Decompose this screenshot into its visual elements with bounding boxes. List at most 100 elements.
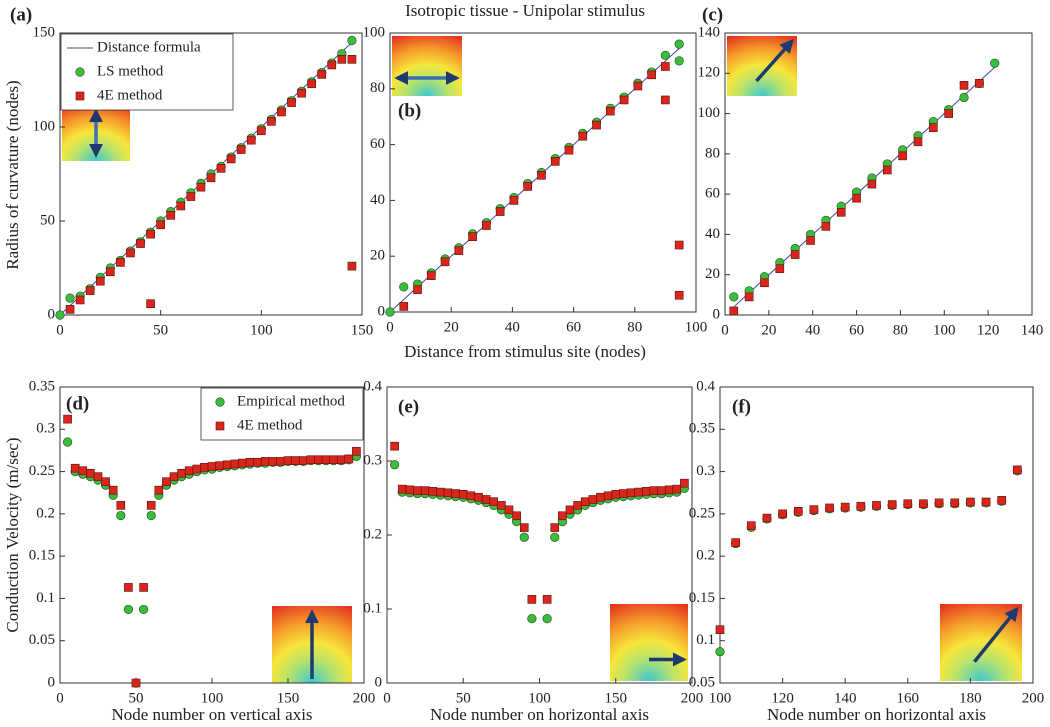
legend-swatch [215, 421, 225, 431]
point [715, 625, 725, 635]
point [509, 196, 519, 205]
x-tick-label: 100 [528, 690, 551, 706]
point [317, 70, 327, 79]
y-tick-label: 0.2 [696, 548, 715, 564]
point [177, 468, 186, 478]
y-tick-label: 20 [705, 266, 720, 282]
point [123, 604, 133, 615]
point [136, 239, 145, 248]
point [778, 509, 787, 519]
point [78, 466, 88, 476]
point [660, 50, 671, 60]
point [537, 170, 546, 180]
point [184, 466, 194, 476]
legend-label: 4E method [97, 87, 163, 103]
y-tick-label: 80 [370, 80, 385, 96]
point [550, 157, 560, 166]
point [649, 486, 659, 495]
point [661, 95, 670, 105]
point [154, 485, 164, 495]
x-axis-label: Node number on vertical axis [111, 705, 312, 724]
point [55, 310, 65, 320]
panel: 0 50 100 150 200 0 0.05 0.1 0.15 0.2 0.25 0.3 0.35 (d… [29, 378, 376, 723]
x-axis-label: Node number on horizontal axis [767, 705, 986, 724]
legend-label: Empirical method [237, 393, 345, 409]
panel: 0 20 40 60 80 100 0 20 40 60 80 100 (b) [363, 24, 708, 335]
point [95, 276, 105, 286]
x-tick-label: 80 [893, 322, 908, 338]
y-tick-label: 0.3 [363, 452, 382, 468]
point [481, 495, 491, 504]
point [116, 510, 126, 521]
point [169, 472, 179, 481]
point [495, 207, 505, 216]
point [253, 457, 262, 467]
point [856, 501, 866, 511]
point [1013, 465, 1022, 475]
point [260, 457, 270, 466]
y-tick-label: 100 [33, 118, 56, 134]
y-tick-label: 0.1 [36, 590, 55, 606]
point [176, 201, 186, 211]
point [588, 495, 598, 504]
x-tick-label: 150 [351, 322, 374, 338]
point [405, 485, 415, 495]
point [192, 464, 202, 474]
point [347, 35, 357, 46]
point [196, 182, 206, 192]
point [200, 463, 209, 472]
point [580, 497, 590, 507]
point [950, 498, 960, 508]
plot-frame [389, 32, 697, 313]
panel-label: (e) [398, 396, 419, 417]
point [512, 511, 521, 521]
y-tick-label: 0.4 [696, 378, 715, 394]
point [975, 79, 984, 88]
point [573, 501, 582, 510]
point [997, 496, 1007, 505]
point [146, 510, 156, 521]
point [344, 454, 354, 464]
point [760, 278, 769, 288]
point [222, 460, 232, 470]
point [62, 437, 73, 447]
point [913, 137, 923, 147]
point [291, 456, 300, 465]
point [347, 55, 357, 64]
y-tick-label: 100 [363, 24, 386, 40]
point [352, 446, 361, 456]
point [277, 107, 286, 117]
point [245, 457, 255, 467]
point [596, 492, 605, 502]
point [527, 595, 537, 604]
point [428, 487, 438, 496]
line [733, 66, 996, 308]
y-tick-label: 0.3 [696, 463, 715, 479]
x-tick-label: 50 [456, 690, 471, 706]
point [268, 457, 278, 466]
x-tick-label: 0 [56, 690, 64, 706]
panel-label: (c) [702, 4, 723, 25]
legend-swatch [75, 91, 85, 101]
y-tick-label: 150 [33, 24, 56, 40]
legend-label: Distance formula [97, 39, 201, 55]
x-tick-label: 100 [250, 322, 273, 338]
y-tick-label: 0.15 [29, 548, 55, 564]
point [257, 126, 266, 136]
point [523, 182, 533, 191]
point [867, 179, 877, 189]
y-tick-label: 0.3 [36, 421, 55, 437]
plot-frame [724, 32, 1033, 316]
x-tick-label: 20 [444, 319, 459, 335]
x-tick-label: 0 [383, 690, 391, 706]
x-tick-label: 60 [566, 319, 581, 335]
inset-image [392, 36, 462, 96]
y-tick-label: 0.25 [29, 463, 55, 479]
point [108, 485, 118, 495]
point [139, 604, 149, 615]
point [603, 491, 613, 501]
point [504, 505, 514, 515]
x-tick-label: 20 [761, 322, 776, 338]
y-tick-label: 0.1 [696, 632, 715, 648]
y-tick-label: 0 [48, 674, 56, 690]
